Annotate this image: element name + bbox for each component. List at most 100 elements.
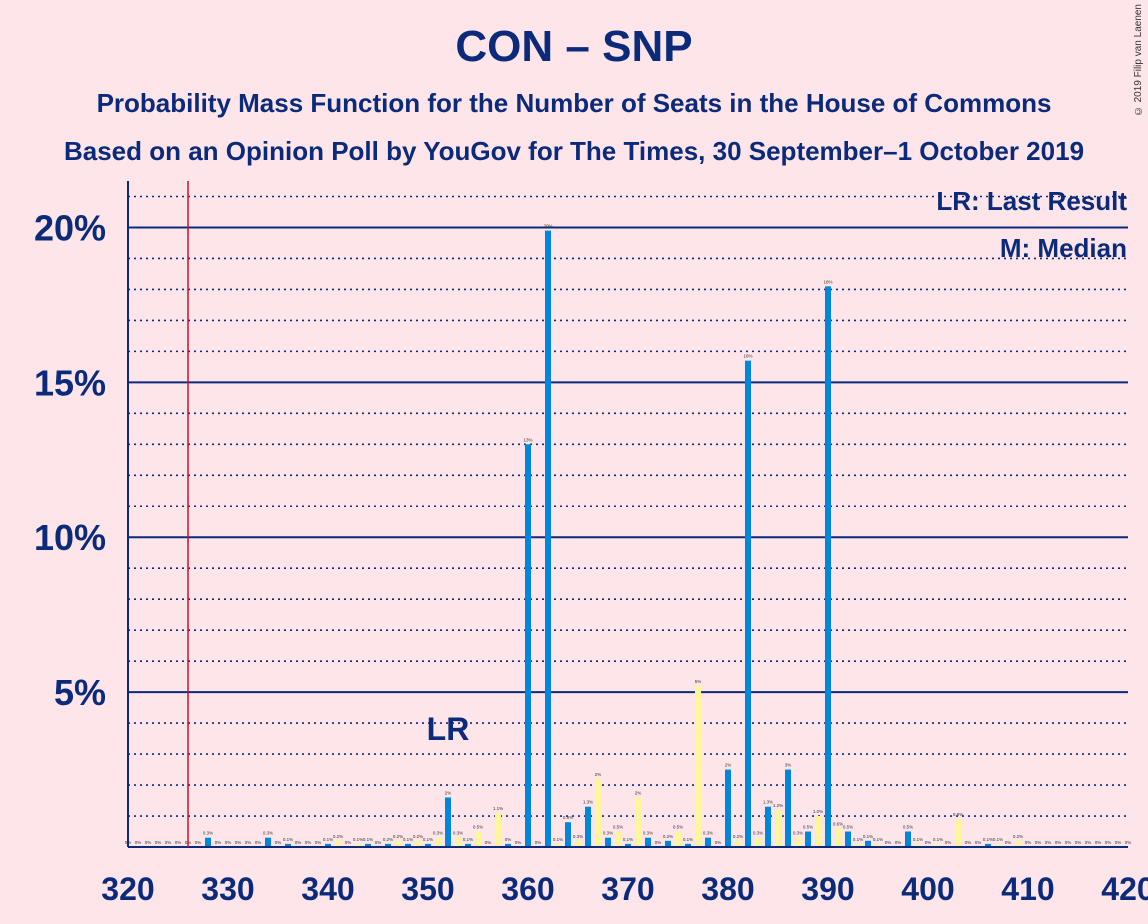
bar (865, 840, 871, 847)
y-tick-label: 15% (34, 362, 106, 403)
bar-value-label: 0.3% (793, 831, 803, 836)
bar (745, 360, 751, 847)
bar-value-label: 0.2% (383, 837, 393, 842)
bar-value-label: 0.1% (983, 837, 993, 842)
bar (805, 831, 811, 847)
bar-value-label: 1.2% (773, 803, 783, 808)
bar (635, 797, 641, 847)
x-tick-label: 350 (401, 871, 454, 907)
bar-value-label: 0.2% (733, 834, 743, 839)
bar (845, 831, 851, 847)
bar-value-label: 0.3% (753, 831, 763, 836)
bar-value-label: 0.8% (563, 815, 573, 820)
bar-value-label: 0% (715, 840, 722, 845)
bar-value-label: 0% (975, 840, 982, 845)
bar-value-label: 0.1% (683, 837, 693, 842)
bar (905, 831, 911, 847)
bar-value-label: 0% (155, 840, 162, 845)
bar-value-label: 1.3% (763, 800, 773, 805)
bar (995, 843, 1001, 847)
bar-value-label: 0.2% (393, 834, 403, 839)
bar (675, 831, 681, 847)
bar (325, 843, 331, 847)
bar-value-label: 0.1% (423, 837, 433, 842)
bar-value-label: 0.1% (323, 837, 333, 842)
x-tick-label: 410 (1001, 871, 1054, 907)
bar-value-label: 0.2% (413, 834, 423, 839)
chart-subtitle: Probability Mass Function for the Number… (96, 88, 1052, 118)
bar-value-label: 0.5% (673, 825, 683, 830)
legend-median: M: Median (1000, 233, 1127, 263)
bar (415, 840, 421, 847)
bar (435, 837, 441, 847)
bar-value-label: 0% (885, 840, 892, 845)
bar-value-label: 0.2% (663, 834, 673, 839)
bar-value-label: 0% (655, 840, 662, 845)
bar-value-label: 0.3% (263, 831, 273, 836)
bar-value-label: 13% (523, 437, 532, 442)
bar-value-label: 2% (635, 790, 642, 795)
bar (685, 843, 691, 847)
bar (545, 230, 551, 847)
x-tick-label: 320 (101, 871, 154, 907)
bar (985, 843, 991, 847)
bar-value-label: 0.1% (873, 837, 883, 842)
bar-value-label: 0% (305, 840, 312, 845)
bar-value-label: 0% (215, 840, 222, 845)
bar-value-label: 0% (1055, 840, 1062, 845)
bar (875, 843, 881, 847)
bar-value-label: 0.9% (953, 812, 963, 817)
bar (785, 769, 791, 847)
chart-subtitle-source: Based on an Opinion Poll by YouGov for T… (63, 136, 1085, 166)
legend-last-result: LR: Last Result (936, 186, 1127, 216)
x-tick-label: 420 (1101, 871, 1148, 907)
bar-value-label: 0% (1035, 840, 1042, 845)
bar (935, 843, 941, 847)
bar (265, 837, 271, 847)
bar-value-label: 2% (725, 763, 732, 768)
bar-value-label: 0.5% (903, 825, 913, 830)
bar (615, 831, 621, 847)
x-tick-label: 330 (201, 871, 254, 907)
y-tick-label: 5% (54, 672, 106, 713)
y-tick-label: 10% (34, 517, 106, 558)
bar-value-label: 18% (823, 279, 832, 284)
bar-value-label: 0.1% (623, 837, 633, 842)
bar-value-label: 0.2% (1013, 834, 1023, 839)
bar-value-label: 0.1% (993, 837, 1003, 842)
bar-value-label: 0% (1045, 840, 1052, 845)
bar-value-label: 20% (543, 224, 552, 229)
bar (765, 806, 771, 847)
bar-value-label: 5% (695, 679, 702, 684)
bar-value-label: 0.5% (473, 825, 483, 830)
bar-value-label: 0% (375, 840, 382, 845)
bar (955, 819, 961, 847)
bar-value-label: 0.5% (843, 825, 853, 830)
x-tick-label: 380 (701, 871, 754, 907)
bar-value-label: 1.3% (583, 800, 593, 805)
bar-value-label: 0% (135, 840, 142, 845)
bar (665, 840, 671, 847)
bar-value-label: 0% (535, 840, 542, 845)
bar (575, 840, 581, 847)
bar (775, 809, 781, 847)
bar-value-label: 0% (195, 840, 202, 845)
bar (455, 837, 461, 847)
bar-value-label: 0.1% (283, 837, 293, 842)
bar-value-label: 0.1% (933, 837, 943, 842)
bar-value-label: 0% (1105, 840, 1112, 845)
x-tick-label: 370 (601, 871, 654, 907)
bar-value-label: 0.5% (803, 825, 813, 830)
bar-value-label: 0% (225, 840, 232, 845)
bar-value-label: 0.3% (203, 831, 213, 836)
bar (605, 837, 611, 847)
bar (585, 806, 591, 847)
bar (285, 843, 291, 847)
bar-value-label: 0% (165, 840, 172, 845)
bar-value-label: 0.1% (363, 837, 373, 842)
bar (385, 843, 391, 847)
bar-value-label: 0.5% (613, 825, 623, 830)
bar-value-label: 0% (145, 840, 152, 845)
bar (815, 816, 821, 847)
bar-value-label: 0.1% (913, 837, 923, 842)
